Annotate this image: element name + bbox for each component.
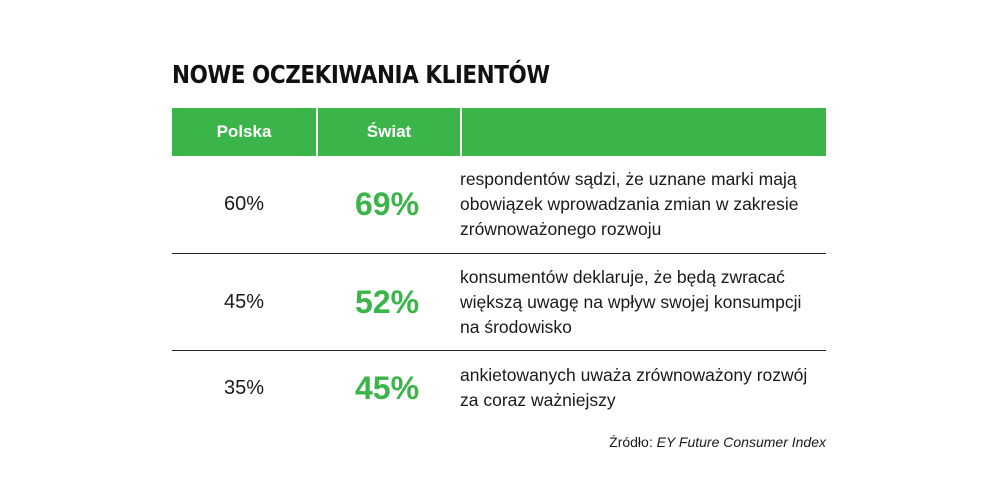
polska-value: 45% bbox=[223, 290, 265, 313]
source-name: EY Future Consumer Index bbox=[656, 434, 826, 450]
column-header-polska: Polska bbox=[216, 122, 272, 141]
row-description: respondentów sądzi, że uznane marki mają… bbox=[460, 169, 799, 239]
row-description: ankietowanych uważa zrównoważony rozwój … bbox=[460, 365, 808, 410]
table-row: 60% 69% respondentów sądzi, że uznane ma… bbox=[172, 156, 826, 254]
page-title: NOWE OCZEKIWANIA KLIENTÓW bbox=[172, 60, 550, 89]
row-description: konsumentów deklaruje, że będą zwracać w… bbox=[460, 266, 802, 337]
swiat-value: 69% bbox=[354, 186, 420, 222]
table-row: 45% 52% konsumentów deklaruje, że będą z… bbox=[172, 254, 826, 351]
polska-value: 35% bbox=[223, 376, 265, 399]
swiat-value: 45% bbox=[354, 369, 420, 406]
swiat-value: 52% bbox=[354, 283, 420, 320]
source-label: Źródło: bbox=[609, 434, 653, 450]
polska-value: 60% bbox=[223, 193, 265, 215]
data-table: Polska Świat 60% 69% respondentów sądzi,… bbox=[172, 108, 826, 425]
table-header: Polska Świat bbox=[172, 108, 826, 156]
column-header-swiat: Świat bbox=[316, 108, 460, 156]
table-row: 35% 45% ankietowanych uważa zrównoważony… bbox=[172, 351, 826, 425]
column-header-description bbox=[460, 108, 826, 156]
source-note: Źródło: EY Future Consumer Index bbox=[609, 434, 826, 450]
